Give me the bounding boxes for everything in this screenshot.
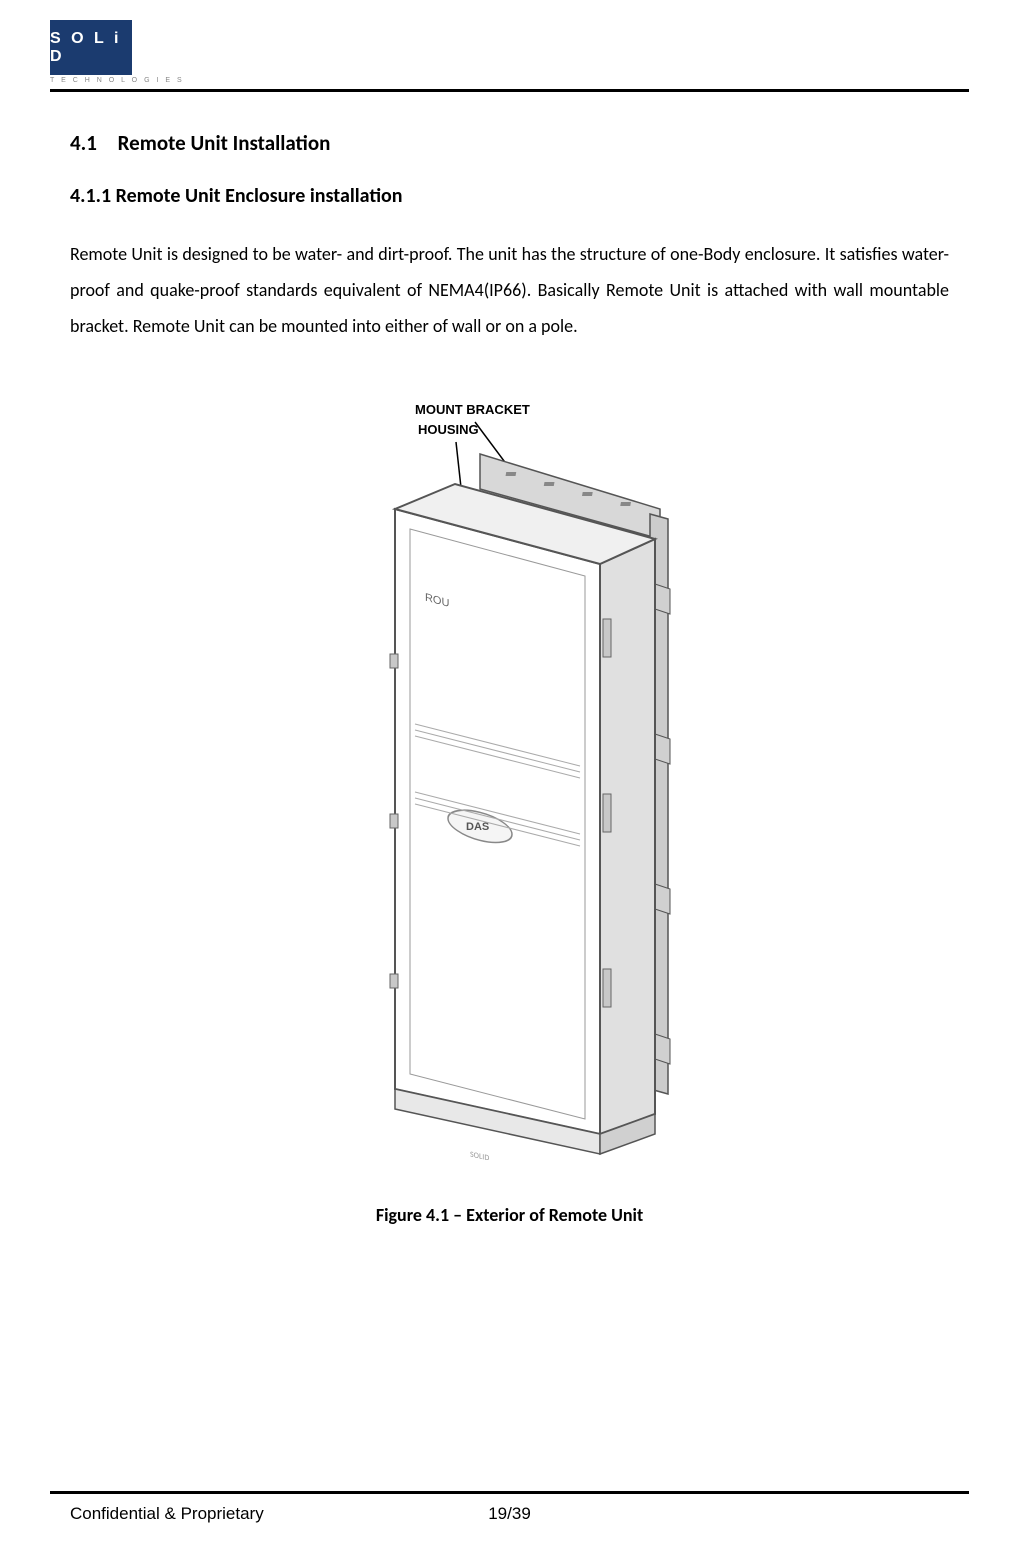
enclosure-body: ROU DAS (390, 484, 655, 1164)
header-rule (50, 89, 969, 92)
subsection-heading: 4.1.1 Remote Unit Enclosure installation (70, 184, 949, 208)
logo-text: S O L i D (50, 30, 132, 66)
device-label-das: DAS (466, 821, 489, 833)
figure-caption: Figure 4.1 – Exterior of Remote Unit (70, 1204, 949, 1226)
footer-left: Confidential & Proprietary (70, 1504, 264, 1524)
logo-subtext: T E C H N O L O G I E S (50, 77, 184, 84)
body-paragraph: Remote Unit is designed to be water- and… (70, 236, 949, 344)
page-header: S O L i D T E C H N O L O G I E S (50, 20, 969, 92)
callout-housing: HOUSING (418, 422, 479, 437)
logo-box: S O L i D (50, 20, 132, 75)
figure-container: MOUNT BRACKET HOUSING (70, 394, 949, 1226)
footer-page-number: 19/39 (488, 1504, 531, 1524)
svg-text:SOLID: SOLID (470, 1150, 489, 1164)
content-area: 4.1 Remote Unit Installation 4.1.1 Remot… (50, 100, 969, 1226)
page-footer: Confidential & Proprietary 19/39 (50, 1491, 969, 1524)
logo: S O L i D T E C H N O L O G I E S (50, 20, 184, 84)
section-title: Remote Unit Installation (118, 130, 331, 156)
remote-unit-illustration: MOUNT BRACKET HOUSING (270, 394, 750, 1174)
section-number: 4.1 (70, 130, 97, 156)
footer-rule (50, 1491, 969, 1494)
footer-content: Confidential & Proprietary 19/39 (50, 1504, 969, 1524)
callout-mount-bracket: MOUNT BRACKET (415, 402, 530, 417)
figure-diagram: MOUNT BRACKET HOUSING (270, 394, 750, 1179)
section-heading: 4.1 Remote Unit Installation (70, 130, 949, 156)
